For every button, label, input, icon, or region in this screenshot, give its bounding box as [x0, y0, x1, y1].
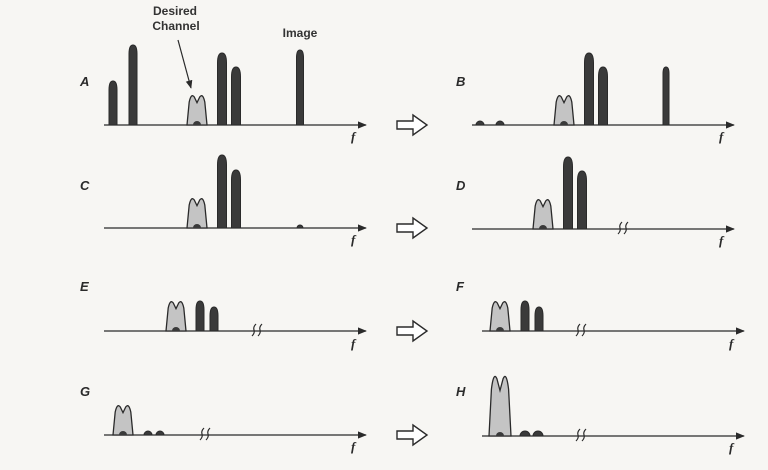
desired-channel-core [193, 121, 201, 125]
axis-label-e: f [351, 336, 357, 351]
interferer-spike [520, 300, 530, 332]
desired-channel [186, 95, 208, 126]
residual-bump [296, 224, 304, 229]
hollow-arrow-icon [396, 423, 429, 447]
interferer-spike [598, 66, 608, 126]
hollow-arrow-icon [396, 113, 429, 137]
desired-channel [553, 95, 575, 126]
spectral-components [108, 44, 670, 437]
interferer-spike [296, 49, 304, 126]
axis-break-d [617, 221, 629, 235]
axis-label-d: f [719, 233, 725, 248]
desired-channel-core [539, 225, 547, 229]
desired-channel [112, 405, 134, 436]
axis-break-f [575, 323, 587, 337]
axis-label-h: f [729, 440, 735, 455]
axis-break-e [251, 323, 263, 337]
panel-label-h: H [456, 384, 466, 399]
desired-channel-core [193, 224, 201, 228]
panel-label-f: F [456, 279, 465, 294]
desired-channel-core [560, 121, 568, 125]
panel-label-d: D [456, 178, 466, 193]
interferer-spike [231, 169, 241, 229]
panel-label-a: A [79, 74, 89, 89]
interferer-spike [563, 156, 573, 230]
desired-channel-label-line1: Desired [153, 4, 197, 18]
desired-channel-label-line2: Channel [152, 19, 199, 33]
residual-bump [495, 120, 505, 126]
desired-channel-pointer [177, 39, 193, 89]
panel-label-b: B [456, 74, 465, 89]
hollow-arrow-icon [396, 216, 429, 240]
residual-bump [475, 120, 485, 126]
interferer-spike [584, 52, 594, 126]
panel-label-c: C [80, 178, 90, 193]
panel-label-g: G [80, 384, 90, 399]
interferer-spike [217, 52, 227, 126]
desired-channel-core [496, 432, 504, 436]
interferer-spike [209, 306, 219, 332]
axis-label-f: f [729, 336, 735, 351]
residual-bump [155, 430, 165, 436]
desired-channel-core [496, 327, 504, 331]
interferer-spike [108, 80, 118, 126]
residual-bump [532, 430, 544, 437]
desired-channel-core [172, 327, 180, 331]
interferer-spike [195, 300, 205, 332]
axis-label-g: f [351, 439, 357, 454]
interferer-spike [128, 44, 138, 126]
desired-channel [165, 301, 187, 332]
interferer-spike [534, 306, 544, 332]
axis-break-g [199, 427, 211, 441]
interferer-spike [231, 66, 241, 126]
desired-channel [488, 375, 512, 437]
residual-bump [143, 430, 153, 436]
residual-bump [519, 430, 531, 437]
axis-label-c: f [351, 232, 357, 247]
desired-channel [186, 198, 208, 229]
axis-label-b: f [719, 129, 725, 144]
desired-channel [489, 301, 511, 332]
axis-label-a: f [351, 129, 357, 144]
image-label: Image [283, 26, 318, 40]
axis-break-h [575, 428, 587, 442]
desired-channel-core [119, 431, 127, 435]
interferer-spike [577, 170, 587, 230]
desired-channel [532, 199, 554, 230]
interferer-spike [217, 154, 227, 229]
panel-label-e: E [80, 279, 89, 294]
interferer-spike [662, 66, 670, 126]
hollow-arrow-icon [396, 319, 429, 343]
